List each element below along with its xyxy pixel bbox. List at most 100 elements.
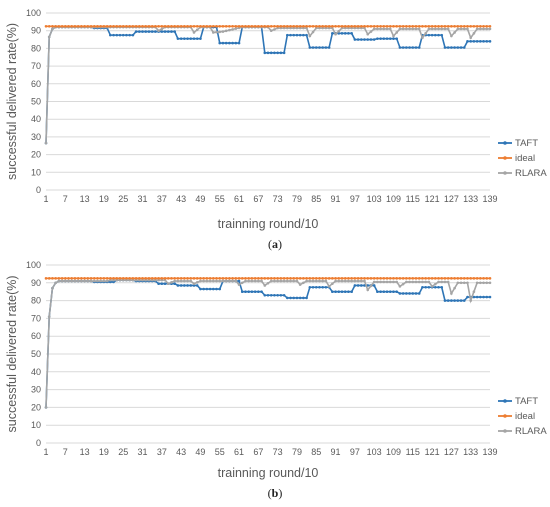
point-b-ideal-51 <box>205 277 209 280</box>
x-tick-label-b-79: 79 <box>292 447 302 457</box>
x-tick-labels-a: 1 7 13 19 25 31 37 43 49 55 61 67 73 79 85 91 97 103 109 11… <box>43 194 497 204</box>
point-b-rlara-105 <box>379 280 382 284</box>
point-a-ideal-15 <box>89 24 93 28</box>
point-b-taft-45 <box>186 284 189 287</box>
point-b-rlara-131 <box>462 281 466 285</box>
legend-marker-b-rlara <box>503 429 507 433</box>
y-tick-label-b-20: 20 <box>31 402 41 412</box>
x-tick-label-a-7: 7 <box>63 194 68 204</box>
y-tick-label-b-50: 50 <box>31 349 41 359</box>
point-a-ideal-77 <box>289 24 292 28</box>
point-b-taft-98 <box>356 284 360 287</box>
point-b-rlara-52 <box>208 279 212 283</box>
point-a-rlara-106 <box>382 27 386 31</box>
point-a-taft-122 <box>434 33 437 37</box>
point-a-ideal-25 <box>121 24 125 28</box>
point-b-taft-103 <box>372 284 376 287</box>
point-a-ideal-37 <box>160 24 164 28</box>
y-tick-label-a-60: 60 <box>31 79 41 89</box>
point-a-ideal-90 <box>331 24 334 28</box>
point-b-taft-78 <box>292 296 296 300</box>
point-b-rlara-16 <box>92 279 96 283</box>
x-tick-label-a-49: 49 <box>195 194 205 204</box>
point-b-ideal-63 <box>244 277 247 280</box>
point-a-taft-135 <box>475 40 479 43</box>
point-a-rlara-72 <box>273 28 276 31</box>
point-a-ideal-114 <box>408 24 411 28</box>
point-b-ideal-105 <box>379 277 382 280</box>
legend-item-b-taft: TAFT <box>498 396 538 407</box>
point-b-rlara-61 <box>237 283 241 286</box>
point-b-rlara-6 <box>60 279 64 283</box>
point-a-taft-121 <box>430 33 434 37</box>
point-b-rlara-82 <box>305 279 308 283</box>
point-b-taft-118 <box>421 285 424 289</box>
point-b-rlara-45 <box>186 279 189 283</box>
point-a-taft-90 <box>331 32 334 35</box>
point-a-ideal-125 <box>443 24 447 28</box>
point-b-ideal-1 <box>44 277 48 280</box>
point-b-ideal-32 <box>144 277 148 280</box>
point-b-taft-93 <box>340 290 344 294</box>
point-a-rlara-123 <box>437 27 440 31</box>
point-b-taft-116 <box>414 292 418 295</box>
point-a-ideal-109 <box>392 24 395 28</box>
point-a-taft-99 <box>360 38 363 41</box>
y-tick-label-a-100: 100 <box>26 8 41 18</box>
point-b-taft-112 <box>401 292 405 295</box>
point-b-ideal-79 <box>295 277 299 280</box>
point-a-ideal-104 <box>376 24 379 28</box>
point-a-ideal-55 <box>218 24 222 28</box>
point-b-rlara-122 <box>434 282 437 286</box>
point-b-taft-99 <box>360 284 363 287</box>
point-b-rlara-14 <box>86 279 90 283</box>
point-b-rlara-44 <box>183 279 186 283</box>
point-b-rlara-1 <box>44 406 48 409</box>
point-b-ideal-61 <box>237 277 241 280</box>
point-b-ideal-101 <box>366 277 370 280</box>
point-a-taft-46 <box>189 37 193 40</box>
point-a-taft-136 <box>479 40 482 43</box>
gridlines-b <box>46 264 490 444</box>
point-a-taft-49 <box>199 37 202 40</box>
y-tick-label-a-10: 10 <box>31 167 41 177</box>
point-a-rlara-60 <box>234 27 238 30</box>
point-b-ideal-6 <box>60 277 64 280</box>
point-b-ideal-92 <box>337 277 341 280</box>
point-b-taft-87 <box>321 285 325 289</box>
point-a-ideal-40 <box>170 24 173 28</box>
point-b-ideal-54 <box>215 277 218 280</box>
point-a-ideal-117 <box>417 24 421 28</box>
point-a-taft-96 <box>350 32 353 35</box>
point-b-rlara-12 <box>80 279 83 283</box>
point-b-rlara-36 <box>157 278 160 282</box>
point-b-ideal-15 <box>89 277 93 280</box>
point-a-ideal-115 <box>411 24 415 28</box>
point-b-taft-49 <box>199 287 202 291</box>
point-b-taft-110 <box>395 290 399 294</box>
point-a-taft-88 <box>324 46 328 49</box>
point-a-taft-24 <box>118 33 122 37</box>
series-a-ideal <box>44 24 492 28</box>
point-b-rlara-55 <box>218 279 222 283</box>
series-line-b-taft <box>45 279 490 408</box>
x-tick-label-b-37: 37 <box>157 447 167 457</box>
point-b-ideal-78 <box>292 277 296 280</box>
point-a-rlara-118 <box>421 36 424 40</box>
x-tick-label-a-109: 109 <box>386 194 401 204</box>
series-line-a-rlara <box>45 26 490 144</box>
point-a-ideal-63 <box>244 24 247 28</box>
legend-a: TAFT ideal RLARA <box>498 138 547 179</box>
x-tick-label-b-25: 25 <box>118 447 128 457</box>
x-tick-label-b-103: 103 <box>367 447 382 457</box>
x-tick-label-a-127: 127 <box>444 194 459 204</box>
point-b-rlara-100 <box>363 279 366 283</box>
point-a-ideal-88 <box>324 24 328 28</box>
x-tick-label-b-31: 31 <box>138 447 148 457</box>
point-a-rlara-37 <box>160 27 164 31</box>
point-a-taft-124 <box>440 33 444 37</box>
point-a-taft-132 <box>466 40 469 43</box>
x-tick-label-b-19: 19 <box>99 447 109 457</box>
point-a-ideal-29 <box>134 24 138 28</box>
